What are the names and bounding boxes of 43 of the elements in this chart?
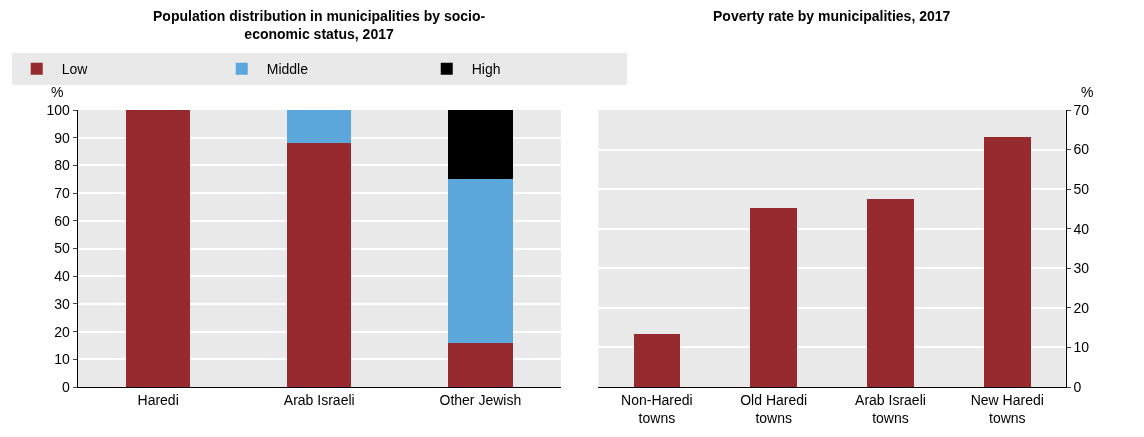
- y-tick-label: 50: [54, 240, 70, 257]
- y-tick-label: 30: [54, 295, 70, 312]
- bar: [867, 199, 914, 387]
- y-tick-label: 70: [1073, 101, 1090, 118]
- bar: [287, 110, 352, 144]
- y-axis-title: %: [51, 84, 64, 100]
- y-tick-label: 40: [1073, 220, 1090, 237]
- y-tick-label: 60: [54, 212, 70, 229]
- y-tick-label: 60: [1073, 141, 1090, 158]
- x-tick-label: Arab Israeli: [283, 391, 355, 408]
- y-tick-label: 50: [1073, 181, 1090, 198]
- bar: [633, 333, 681, 387]
- x-tick-label: Other Jewish: [439, 391, 522, 408]
- y-tick-label: 20: [54, 323, 70, 340]
- y-axis-title: %: [1081, 84, 1094, 100]
- y-tick-label: 10: [54, 351, 70, 368]
- y-tick-label: 70: [54, 185, 70, 201]
- bar: [750, 208, 798, 387]
- chart-title: Population distribution in municipalities by socio-economic status, 2017: [153, 8, 486, 43]
- legend-label: Middle: [266, 61, 309, 78]
- y-tick-label: 90: [54, 129, 70, 146]
- bar: [287, 143, 352, 387]
- y-tick-label: 10: [1073, 339, 1090, 356]
- y-tick-label: 80: [54, 157, 70, 174]
- bar: [448, 110, 513, 180]
- y-tick-label: 0: [61, 378, 70, 395]
- y-tick-label: 20: [1073, 299, 1090, 316]
- x-tick-label: Haredi: [137, 391, 179, 408]
- y-tick-label: 100: [46, 101, 70, 118]
- legend-label: Low: [61, 61, 89, 78]
- x-tick-label: Old Haredi towns: [740, 391, 808, 426]
- bar: [125, 110, 191, 387]
- chart-title: Poverty rate by municipalities, 2017: [713, 8, 951, 24]
- x-tick-label: Arab Israeli towns: [855, 391, 926, 426]
- y-tick-label: 40: [54, 268, 70, 285]
- x-tick-label: Non-Haredi towns: [621, 391, 693, 426]
- bar: [448, 179, 513, 343]
- bar: [983, 136, 1031, 387]
- y-tick-label: 0: [1073, 378, 1082, 395]
- bar: [448, 342, 513, 387]
- legend-label: High: [471, 61, 501, 78]
- x-tick-label: New Haredi towns: [970, 391, 1044, 426]
- y-tick-label: 30: [1073, 260, 1090, 277]
